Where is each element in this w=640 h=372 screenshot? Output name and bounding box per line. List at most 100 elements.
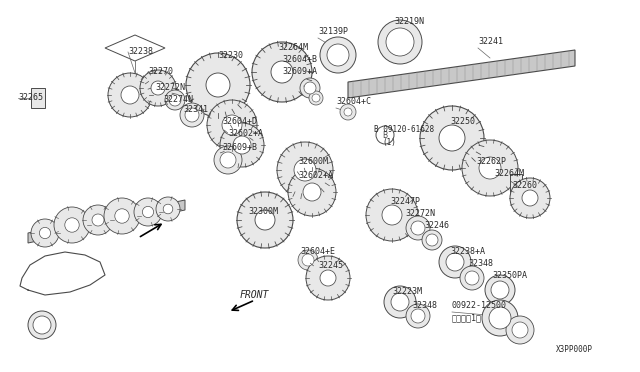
Circle shape [233,136,251,154]
Text: X3PP000P: X3PP000P [556,346,593,355]
Text: 32350PA: 32350PA [492,272,527,280]
Bar [510,174,522,196]
Circle shape [143,206,154,218]
Circle shape [446,253,464,271]
Polygon shape [28,200,185,243]
Text: 32223M: 32223M [392,288,422,296]
Text: 00922-12500: 00922-12500 [452,301,507,311]
Circle shape [382,205,402,225]
Circle shape [31,219,59,247]
Text: 32341: 32341 [183,106,208,115]
Circle shape [327,44,349,66]
Circle shape [163,204,173,214]
Circle shape [65,218,79,232]
Text: 32602+A: 32602+A [228,129,263,138]
Circle shape [306,256,350,300]
Circle shape [479,157,501,179]
Text: 32604+D: 32604+D [222,118,257,126]
Circle shape [140,70,176,106]
Circle shape [406,304,430,328]
Text: 32246: 32246 [424,221,449,231]
Circle shape [303,183,321,201]
Circle shape [522,190,538,206]
Circle shape [222,115,242,135]
Text: 32264M: 32264M [494,170,524,179]
Circle shape [54,207,90,243]
Text: リング（1）: リング（1） [452,314,482,323]
Text: 32238: 32238 [128,48,153,57]
Circle shape [121,86,139,104]
Circle shape [391,293,409,311]
Circle shape [156,197,180,221]
Circle shape [288,168,336,216]
Circle shape [298,250,318,270]
Text: 32348: 32348 [412,301,437,311]
Circle shape [33,316,51,334]
Text: 32264M: 32264M [278,44,308,52]
Circle shape [255,210,275,230]
Circle shape [214,146,242,174]
Circle shape [489,307,511,329]
Text: B 09120-61628: B 09120-61628 [374,125,434,135]
Text: 32250: 32250 [450,118,475,126]
Circle shape [40,227,51,238]
Text: 32270: 32270 [148,67,173,77]
Circle shape [439,246,471,278]
Text: 32262P: 32262P [476,157,506,167]
Circle shape [386,28,414,56]
Circle shape [185,108,199,122]
Circle shape [151,81,165,95]
Text: 32348: 32348 [468,260,493,269]
Circle shape [384,286,416,318]
Circle shape [207,100,257,150]
Circle shape [180,103,204,127]
Text: 32219N: 32219N [394,17,424,26]
Circle shape [366,189,418,241]
Circle shape [465,271,479,285]
Circle shape [406,216,430,240]
Text: 32230: 32230 [218,51,243,60]
Text: 32609+B: 32609+B [222,142,257,151]
Bar [31,88,45,108]
Circle shape [302,254,314,266]
Circle shape [220,123,264,167]
Circle shape [83,205,113,235]
Text: 32241: 32241 [478,38,503,46]
Circle shape [294,159,316,181]
Circle shape [165,90,185,110]
Circle shape [104,198,140,234]
Text: 32260: 32260 [512,182,537,190]
Circle shape [108,73,152,117]
Circle shape [422,230,442,250]
Circle shape [439,125,465,151]
Circle shape [340,104,356,120]
Text: 32300M: 32300M [248,208,278,217]
Circle shape [378,20,422,64]
Circle shape [411,221,425,235]
Text: (1): (1) [382,138,396,147]
Circle shape [482,300,518,336]
Text: B: B [383,131,388,140]
Circle shape [252,42,312,102]
Text: 32609+A: 32609+A [282,67,317,77]
Circle shape [512,322,528,338]
Circle shape [491,281,509,299]
Circle shape [462,140,518,196]
Circle shape [220,152,236,168]
Polygon shape [348,50,575,98]
Circle shape [277,142,333,198]
Circle shape [92,214,104,226]
Circle shape [312,94,320,102]
Circle shape [115,209,129,223]
Circle shape [206,73,230,97]
Circle shape [460,266,484,290]
Text: 32600M: 32600M [298,157,328,167]
Circle shape [376,126,394,144]
Circle shape [304,82,316,94]
Circle shape [134,198,162,226]
Text: 32139P: 32139P [318,28,348,36]
Circle shape [28,311,56,339]
Text: 32247P: 32247P [390,198,420,206]
Text: 32604+C: 32604+C [336,97,371,106]
Text: 32272N: 32272N [405,209,435,218]
